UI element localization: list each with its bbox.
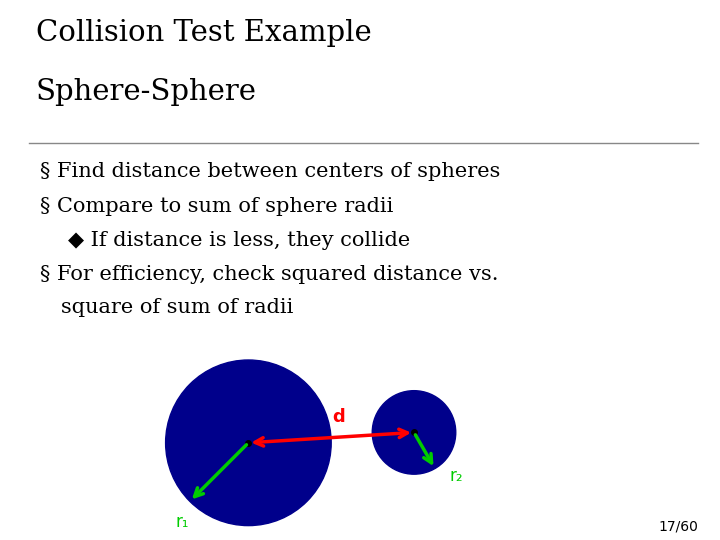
Text: ◆ If distance is less, they collide: ◆ If distance is less, they collide [68,231,410,250]
Text: d: d [332,408,345,426]
Text: r₂: r₂ [450,467,463,484]
Ellipse shape [372,390,456,474]
Text: square of sum of radii: square of sum of radii [61,298,294,317]
Text: Collision Test Example: Collision Test Example [36,19,372,47]
Text: § For efficiency, check squared distance vs.: § For efficiency, check squared distance… [40,265,498,284]
Text: r₁: r₁ [176,513,189,531]
Text: § Find distance between centers of spheres: § Find distance between centers of spher… [40,162,500,181]
Text: § Compare to sum of sphere radii: § Compare to sum of sphere radii [40,197,393,216]
Ellipse shape [166,360,331,525]
Text: Sphere-Sphere: Sphere-Sphere [36,78,257,106]
Text: 17/60: 17/60 [659,519,698,534]
